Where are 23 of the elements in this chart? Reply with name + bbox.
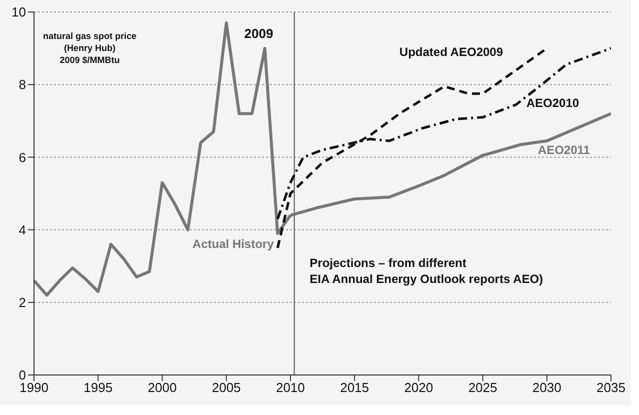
annotation: 2009	[244, 24, 274, 42]
x-tick-label: 2005	[212, 380, 241, 396]
x-tick-label: 1995	[84, 380, 113, 396]
series-label: AEO2011	[538, 143, 590, 158]
y-tick-label: 0	[18, 368, 26, 383]
series-label: Updated AEO2009	[399, 44, 504, 59]
y-tick-label: 6	[18, 150, 26, 165]
x-tick-label: 2015	[340, 380, 370, 396]
x-tick-label: 2025	[468, 380, 498, 396]
annotation: natural gas spot price (Henry Hub) 2009 $/MMBtu	[42, 30, 136, 67]
y-tick-label: 2	[18, 295, 26, 310]
x-tick-label: 2010	[276, 380, 305, 396]
x-tick-label: 2000	[148, 380, 177, 396]
y-tick-label: 8	[18, 77, 26, 92]
y-tick-label: 4	[18, 222, 26, 238]
y-tick-label: 10	[12, 4, 26, 20]
series-label: Actual History	[192, 237, 274, 252]
x-tick-label: 2035	[596, 380, 626, 396]
x-tick-label: 1990	[20, 380, 48, 396]
series-label: AEO2010	[526, 96, 580, 110]
annotation: Projections – from different EIA Annual Energy Outlook reports AEO)	[310, 255, 544, 288]
x-tick-label: 2030	[532, 380, 562, 396]
x-tick-label: 2020	[404, 380, 434, 396]
